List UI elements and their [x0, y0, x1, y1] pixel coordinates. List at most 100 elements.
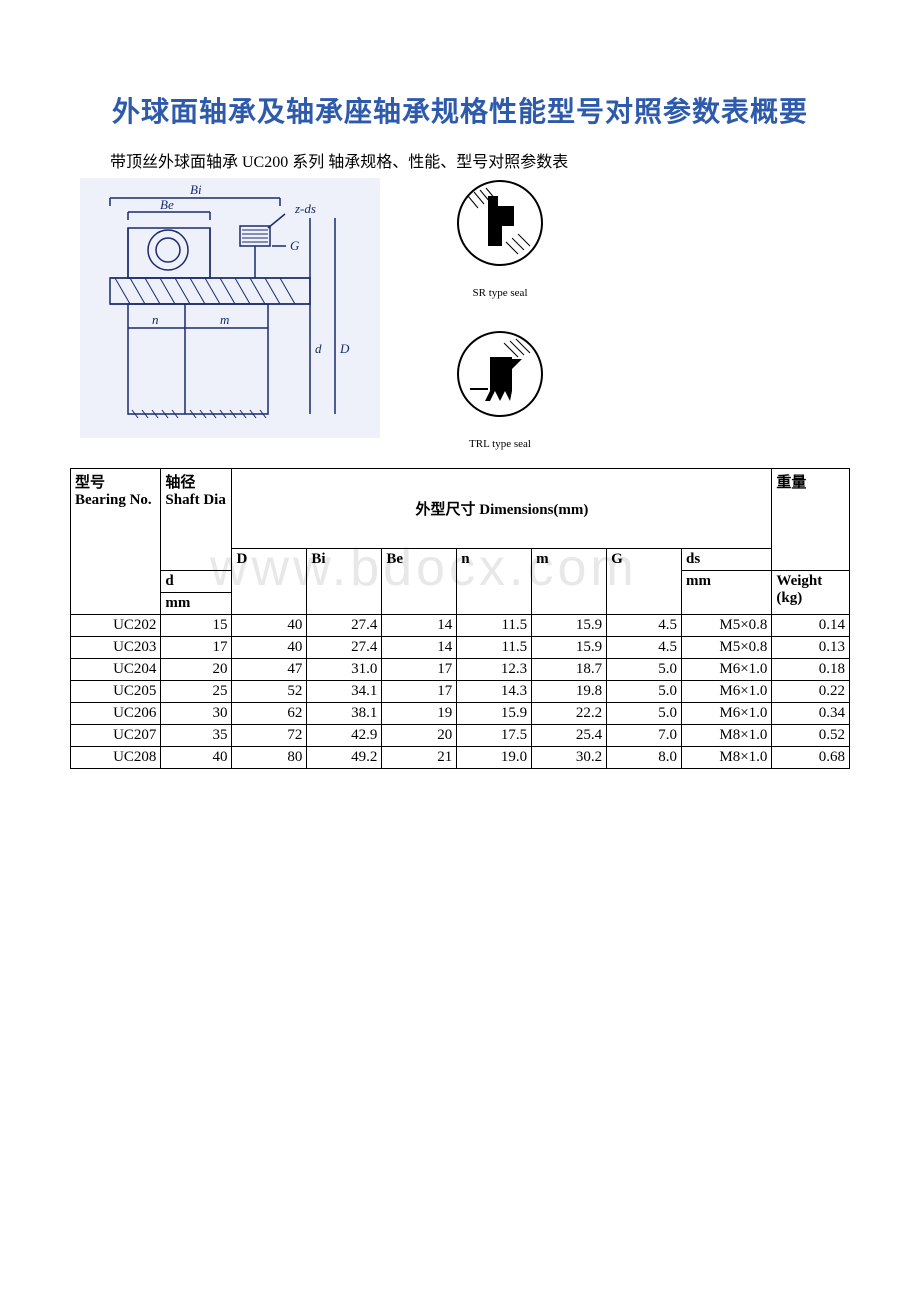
- cell-d: 30: [161, 703, 232, 725]
- cell-d: 17: [161, 637, 232, 659]
- bearing-cross-section-diagram: Bi Be z-ds: [80, 178, 380, 438]
- cell-Be: 17: [382, 659, 457, 681]
- cell-m: 25.4: [532, 725, 607, 747]
- cell-Be: 14: [382, 637, 457, 659]
- spec-table: 型号 Bearing No. 轴径 Shaft Dia 外型尺寸 Dimensi…: [70, 468, 850, 769]
- svg-text:n: n: [152, 312, 159, 327]
- cell-Be: 20: [382, 725, 457, 747]
- cell-wt: 0.18: [772, 659, 850, 681]
- cell-n: 15.9: [457, 703, 532, 725]
- col-n: n: [457, 549, 532, 615]
- cell-Bi: 49.2: [307, 747, 382, 769]
- col-ds: ds: [682, 549, 772, 571]
- svg-text:m: m: [220, 312, 229, 327]
- table-row: UC205255234.11714.319.85.0M6×1.00.22: [71, 681, 850, 703]
- trl-seal-label: TRL type seal: [440, 438, 560, 450]
- cell-G: 7.0: [607, 725, 682, 747]
- col-ds-mm: mm: [682, 571, 772, 615]
- cell-D: 80: [232, 747, 307, 769]
- svg-text:Be: Be: [160, 197, 174, 212]
- svg-text:Bi: Bi: [190, 182, 202, 197]
- table-row: UC208408049.22119.030.28.0M8×1.00.68: [71, 747, 850, 769]
- cell-ds: M8×1.0: [682, 725, 772, 747]
- col-shaft-dia: 轴径 Shaft Dia: [161, 469, 232, 571]
- table-row: UC203174027.41411.515.94.5M5×0.80.13: [71, 637, 850, 659]
- col-bearing-no: 型号 Bearing No.: [71, 469, 161, 615]
- cell-G: 5.0: [607, 681, 682, 703]
- cell-Be: 19: [382, 703, 457, 725]
- table-row: UC207357242.92017.525.47.0M8×1.00.52: [71, 725, 850, 747]
- cell-n: 11.5: [457, 637, 532, 659]
- cell-n: 14.3: [457, 681, 532, 703]
- cell-m: 19.8: [532, 681, 607, 703]
- cell-d: 35: [161, 725, 232, 747]
- cell-m: 22.2: [532, 703, 607, 725]
- cell-n: 12.3: [457, 659, 532, 681]
- cell-no: UC206: [71, 703, 161, 725]
- col-m: m: [532, 549, 607, 615]
- cell-d: 40: [161, 747, 232, 769]
- table-row: UC204204731.01712.318.75.0M6×1.00.18: [71, 659, 850, 681]
- cell-no: UC205: [71, 681, 161, 703]
- diagram-row: Bi Be z-ds: [70, 178, 850, 450]
- cell-G: 5.0: [607, 703, 682, 725]
- cell-m: 18.7: [532, 659, 607, 681]
- cell-G: 8.0: [607, 747, 682, 769]
- cell-m: 30.2: [532, 747, 607, 769]
- cell-wt: 0.52: [772, 725, 850, 747]
- cell-ds: M8×1.0: [682, 747, 772, 769]
- cell-ds: M6×1.0: [682, 681, 772, 703]
- col-weight-sub: Weight (kg): [772, 571, 850, 615]
- svg-text:D: D: [339, 341, 350, 356]
- cell-n: 19.0: [457, 747, 532, 769]
- cell-Bi: 38.1: [307, 703, 382, 725]
- cell-no: UC207: [71, 725, 161, 747]
- cell-Bi: 42.9: [307, 725, 382, 747]
- cell-G: 4.5: [607, 615, 682, 637]
- cell-D: 40: [232, 637, 307, 659]
- sr-seal-label: SR type seal: [440, 287, 560, 299]
- cell-Be: 14: [382, 615, 457, 637]
- cell-G: 4.5: [607, 637, 682, 659]
- cell-Bi: 27.4: [307, 637, 382, 659]
- cell-ds: M5×0.8: [682, 615, 772, 637]
- svg-text:G: G: [290, 238, 300, 253]
- col-G: G: [607, 549, 682, 615]
- cell-wt: 0.13: [772, 637, 850, 659]
- cell-ds: M6×1.0: [682, 703, 772, 725]
- cell-n: 17.5: [457, 725, 532, 747]
- table-row: UC202154027.41411.515.94.5M5×0.80.14: [71, 615, 850, 637]
- trl-seal-diagram: TRL type seal: [440, 329, 560, 450]
- cell-no: UC202: [71, 615, 161, 637]
- col-Be: Be: [382, 549, 457, 615]
- cell-D: 40: [232, 615, 307, 637]
- cell-d: 20: [161, 659, 232, 681]
- cell-D: 62: [232, 703, 307, 725]
- cell-d: 15: [161, 615, 232, 637]
- col-dimensions: 外型尺寸 Dimensions(mm): [232, 469, 772, 549]
- cell-m: 15.9: [532, 637, 607, 659]
- page-subtitle: 带顶丝外球面轴承 UC200 系列 轴承规格、性能、型号对照参数表: [110, 148, 850, 172]
- col-D: D: [232, 549, 307, 615]
- svg-text:d: d: [315, 341, 322, 356]
- cell-D: 47: [232, 659, 307, 681]
- cell-m: 15.9: [532, 615, 607, 637]
- col-d-mm: mm: [161, 593, 232, 615]
- cell-Bi: 34.1: [307, 681, 382, 703]
- cell-G: 5.0: [607, 659, 682, 681]
- col-d-sub: d: [161, 571, 232, 593]
- cell-no: UC203: [71, 637, 161, 659]
- col-weight: 重量: [772, 469, 850, 571]
- cell-no: UC204: [71, 659, 161, 681]
- cell-n: 11.5: [457, 615, 532, 637]
- cell-Be: 17: [382, 681, 457, 703]
- col-Bi: Bi: [307, 549, 382, 615]
- cell-D: 72: [232, 725, 307, 747]
- cell-D: 52: [232, 681, 307, 703]
- cell-wt: 0.68: [772, 747, 850, 769]
- sr-seal-diagram: SR type seal: [440, 178, 560, 299]
- cell-ds: M5×0.8: [682, 637, 772, 659]
- cell-ds: M6×1.0: [682, 659, 772, 681]
- cell-Be: 21: [382, 747, 457, 769]
- svg-text:z-ds: z-ds: [294, 201, 316, 216]
